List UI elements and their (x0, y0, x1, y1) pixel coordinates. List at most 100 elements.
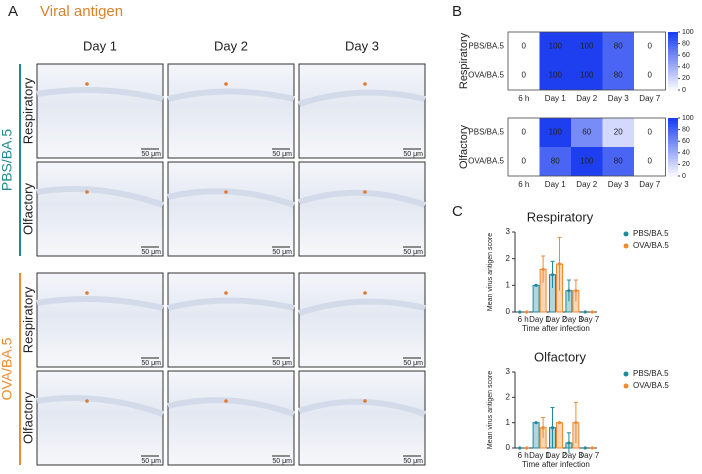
colorbar-step (668, 123, 678, 128)
data-dot (557, 262, 562, 266)
legend-label: OVA/BA.5 (633, 241, 669, 250)
colorbar-step (668, 63, 678, 68)
heatmap-cell (602, 61, 634, 90)
heatmap-x-label: Day 1 (545, 180, 566, 189)
heatmap-row-label: OVA/BA.5 (468, 71, 504, 80)
heatmap-cell (571, 32, 603, 61)
data-dot (574, 289, 578, 293)
legend-label: OVA/BA.5 (633, 381, 669, 390)
heatmap-row-label: PBS/BA.5 (468, 128, 504, 137)
data-dot (518, 446, 522, 450)
colorbar-tick-label: 20 (682, 75, 690, 82)
colorbar-step (668, 58, 678, 62)
colorbar-step (668, 167, 678, 171)
data-dot (567, 289, 571, 293)
heatmap-value: 60 (582, 128, 591, 137)
heatmap-cell (508, 61, 540, 90)
tissue-band (36, 186, 164, 208)
colorbar-step (668, 170, 678, 174)
legend-swatch (623, 371, 629, 377)
scale-bar-label: 50 μm (403, 151, 423, 158)
tissue-band (167, 397, 295, 417)
scale-bar-label: 50 μm (272, 458, 292, 465)
scale-bar-label: 50 μm (403, 249, 423, 256)
x-tick-label: 6 h (518, 315, 529, 324)
y-tick-label: 1 (506, 418, 511, 427)
heatmap-value: 20 (614, 128, 623, 137)
antigen-spot (363, 190, 367, 194)
micrograph (298, 63, 426, 159)
tissue-band (36, 87, 164, 102)
data-dot (525, 446, 529, 450)
colorbar-step (668, 120, 678, 125)
y-tick-label: 0 (506, 443, 511, 452)
data-dot (550, 426, 555, 430)
data-dot (550, 273, 555, 277)
heatmap-cell (571, 118, 603, 147)
colorbar-step (668, 152, 678, 157)
x-tick-label: 6 h (518, 451, 529, 460)
x-axis-label: Time after infection (522, 460, 590, 469)
heatmap-value: 0 (648, 71, 653, 80)
data-dot (567, 441, 571, 445)
colorbar-step (668, 144, 678, 148)
antigen-spot (224, 291, 228, 295)
tissue-band (36, 296, 164, 311)
heatmap-x-label: Day 3 (608, 94, 629, 103)
scale-bar-label: 50 μm (272, 360, 292, 367)
heatmap-value: 100 (549, 71, 563, 80)
colorbar-step (668, 49, 678, 53)
colorbar-step (668, 129, 678, 133)
y-tick-label: 3 (506, 367, 511, 376)
scale-bar-label: 50 μm (272, 151, 292, 158)
colorbar-step (668, 155, 678, 160)
legend-swatch (623, 243, 629, 249)
micrograph (36, 272, 164, 368)
data-dot (541, 267, 545, 271)
heatmap-cell (602, 32, 634, 61)
colorbar-step (668, 118, 678, 122)
tissue-band (36, 395, 164, 417)
heatmap-row-title: Respiratory (458, 32, 470, 89)
colorbar-step (668, 40, 678, 45)
colorbar-step (668, 132, 678, 136)
y-axis-label: Mean virus antigen score (487, 371, 494, 449)
colorbar-step (668, 43, 678, 47)
heatmap-cell (508, 147, 540, 176)
heatmap-x-label: Day 1 (545, 94, 566, 103)
colorbar-tick-label: 80 (682, 40, 690, 47)
chart-title: Respiratory (527, 209, 594, 224)
heatmap-x-label: Day 7 (639, 94, 660, 103)
chart-title: Olfactory (534, 349, 587, 364)
row-label: Olfactory (20, 182, 35, 235)
x-tick-label: Day 3 (562, 315, 583, 324)
micrograph (36, 161, 164, 257)
heatmap-cell (571, 147, 603, 176)
micrograph (167, 272, 295, 368)
heatmap-x-label: Day 7 (639, 180, 660, 189)
heatmap-x-label: 6 h (518, 180, 529, 189)
heatmap-cell (634, 61, 666, 90)
heatmap-value: 80 (614, 42, 623, 51)
x-tick-label: Day 2 (546, 315, 567, 324)
heatmap-value: 0 (648, 157, 653, 166)
colorbar-tick-label: 60 (682, 138, 690, 145)
heatmap-cell (634, 147, 666, 176)
scale-bar-label: 50 μm (403, 458, 423, 465)
colorbar-step (668, 46, 678, 50)
y-tick-label: 0 (506, 307, 511, 316)
panel-label: B (452, 3, 462, 20)
antigen-spot (224, 82, 228, 86)
heatmap-value: 100 (549, 128, 563, 137)
colorbar-step (668, 164, 678, 168)
legend-label: PBS/BA.5 (633, 369, 669, 378)
bar (532, 422, 540, 449)
colorbar-step (668, 87, 678, 91)
colorbar-tick-label: 40 (682, 64, 690, 71)
colorbar-tick-label: 0 (682, 87, 686, 94)
group-label: PBS/BA.5 (0, 129, 15, 191)
heatmap-cell (539, 147, 571, 176)
x-tick-label: Day 7 (578, 315, 599, 324)
colorbar-step (668, 66, 678, 71)
panel-label: C (452, 203, 463, 220)
